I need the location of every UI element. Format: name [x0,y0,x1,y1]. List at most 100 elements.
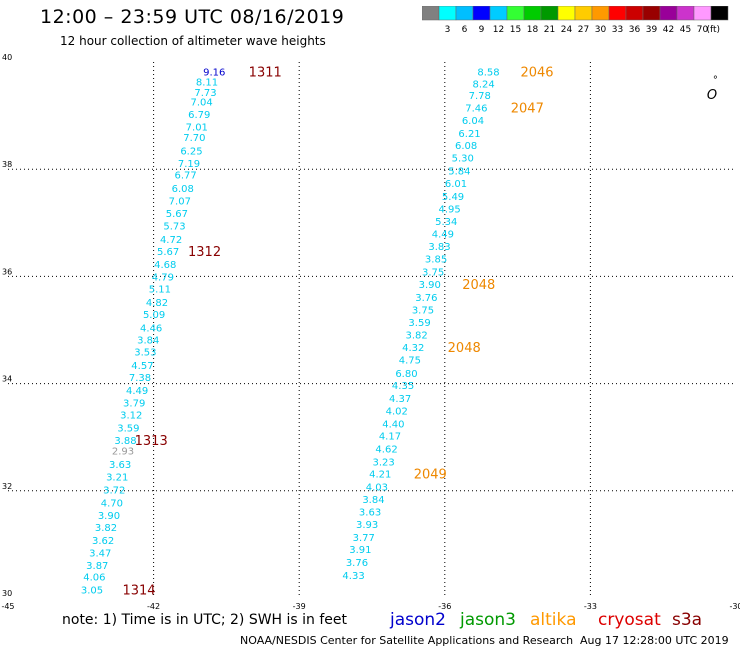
wave-height-value: 4.57 [131,361,153,372]
wave-height-value: 4.75 [399,355,421,366]
wave-height-value: 7.04 [191,98,213,109]
wave-height-value: 5.67 [157,247,179,258]
legend-label: 12 [493,25,504,35]
wave-height-value: 7.46 [465,104,487,115]
legend-label: 39 [646,25,658,35]
wave-height-value: 7.38 [129,373,151,384]
wave-height-value: 6.77 [174,171,196,182]
footer-timestamp: Aug 17 12:28:00 UTC 2019 [580,634,729,647]
wave-height-value: 6.08 [455,141,477,152]
wave-height-value: 4.37 [389,394,411,405]
wave-height-value: 7.73 [194,88,216,99]
wave-height-value: 3.91 [349,545,371,556]
wave-height-value: 6.25 [180,146,202,157]
page-subtitle: 12 hour collection of altimeter wave hei… [60,34,326,48]
wave-height-value: 4.72 [160,235,182,246]
wave-height-value: 4.32 [402,343,424,354]
wave-height-value: 3.93 [356,520,378,531]
pass-time-label: 2048 [462,278,495,293]
satellite-jason2: jason2 [390,610,446,630]
wave-height-value: 3.59 [117,424,139,435]
wave-height-value: 4.46 [140,323,162,334]
wave-height-value: 4.02 [386,406,408,417]
pass-time-label: 2049 [414,468,447,483]
lat-tick-label: 32 [2,482,12,491]
lon-tick-label: -30 [729,602,740,611]
satellite-altika: altika [530,610,577,630]
pass-time-label: 2047 [511,102,544,117]
wave-height-value: 6.04 [462,116,484,127]
pass-time-label: 1314 [122,583,155,598]
wave-height-value: 5.34 [435,217,457,228]
wave-height-value: 4.49 [432,230,454,241]
wave-height-value: 4.82 [146,298,168,309]
lon-tick-label: -45 [1,602,14,611]
wave-height-value: 5.11 [149,285,171,296]
wave-height-value: 3.85 [425,255,447,266]
wave-height-value: 5.73 [163,221,185,232]
wave-height-value: 3.84 [362,495,384,506]
wave-height-value: 7.78 [469,91,491,102]
legend-label: 27 [578,25,589,35]
legend-label: 45 [680,25,691,35]
wave-height-value: 4.06 [83,573,105,584]
page-title: 12:00 – 23:59 UTC 08/16/2019 [40,6,345,28]
satellite-jason3: jason3 [460,610,516,630]
lat-tick-label: 30 [2,589,12,598]
wave-height-value: 4.62 [375,444,397,455]
legend-label: 3 [445,25,451,35]
wave-height-value: 4.70 [101,499,123,510]
legend-label: 15 [510,25,521,35]
satellite-s3a: s3a [672,610,703,630]
wave-height-value: 3.05 [81,585,103,596]
footer-credit: NOAA/NESDIS Center for Satellite Applica… [240,634,574,647]
wave-height-value: 6.80 [395,369,417,380]
legend-label: 9 [479,25,485,35]
wave-height-value: 8.24 [472,79,494,90]
wave-height-value: 3.82 [95,523,117,534]
wave-height-value: 3.84 [137,336,159,347]
wave-height-value: 3.82 [406,330,428,341]
pass-time-label: 2048 [448,341,481,356]
wave-height-value: 8.58 [477,68,499,79]
pass-time-label: 1313 [135,434,168,449]
lat-tick-label: 38 [2,160,12,169]
wave-height-value: 3.83 [428,242,450,253]
wave-height-value: 4.95 [439,204,461,215]
wave-height-value: 3.21 [106,472,128,483]
wave-height-value: 3.62 [92,536,114,547]
wave-height-value: 4.17 [379,432,401,443]
wave-height-value: 3.77 [353,533,375,544]
pass-time-label: 1311 [249,66,282,81]
wave-height-value: 9.16 [203,68,225,79]
wave-height-value: 2.93 [112,447,134,458]
map-symbol-degree: ° [713,75,718,86]
legend-unit: (ft) [706,25,720,35]
wave-height-value: 3.79 [123,398,145,409]
lon-tick-label: -42 [147,602,160,611]
wave-height-value: 3.47 [89,548,111,559]
wave-height-value: 3.63 [359,508,381,519]
wave-height-value: 4.68 [154,260,176,271]
lat-tick-label: 40 [2,53,12,62]
wave-height-value: 4.49 [126,386,148,397]
legend-label: 70 [697,25,709,35]
wave-height-value: 7.07 [169,196,191,207]
wave-height-value: 4.03 [366,483,388,494]
legend-label: 30 [595,25,607,35]
wave-height-value: 3.76 [415,293,437,304]
wave-height-value: 3.90 [419,280,441,291]
wave-height-value: 6.01 [445,179,467,190]
wave-height-value: 5.09 [143,310,165,321]
legend-label: 33 [612,25,623,35]
lat-tick-label: 36 [2,267,12,276]
footer-note: note: 1) Time is in UTC; 2) SWH is in fe… [62,612,348,628]
color-legend: 3 6 9 12 15 18 21 24 27 30 33 36 39 42 45 70(ft) [422,6,729,35]
wave-height-value: 4.35 [392,381,414,392]
legend-swatch [710,6,729,21]
wave-height-value: 3.75 [412,306,434,317]
wave-height-value: 6.79 [188,110,210,121]
wave-height-value: 5.67 [166,209,188,220]
wave-height-value: 3.72 [103,486,125,497]
